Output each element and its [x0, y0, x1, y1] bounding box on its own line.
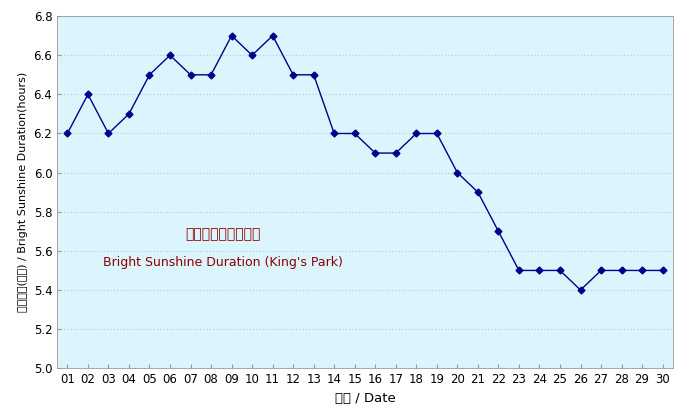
X-axis label: 日期 / Date: 日期 / Date	[334, 392, 395, 405]
Y-axis label: 平均日照(小時) / Bright Sunshine Duration(hours): 平均日照(小時) / Bright Sunshine Duration(hour…	[18, 72, 28, 312]
Text: Bright Sunshine Duration (King's Park): Bright Sunshine Duration (King's Park)	[103, 256, 343, 269]
Text: 平均日照（京士柏）: 平均日照（京士柏）	[185, 228, 261, 241]
